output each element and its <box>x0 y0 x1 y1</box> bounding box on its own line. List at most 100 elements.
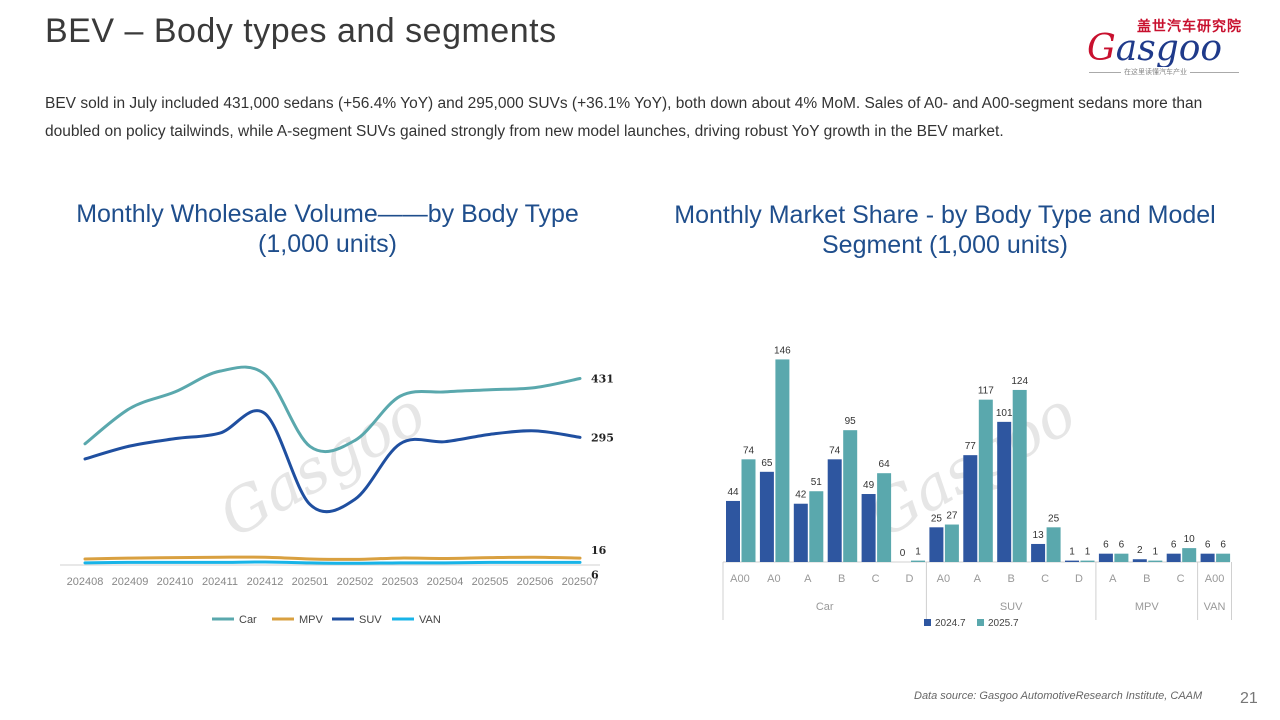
logo-chinese-text: 盖世汽车研究院 <box>1137 18 1242 34</box>
legend-swatch-2024.7 <box>924 619 931 626</box>
legend-swatch-2025.7 <box>977 619 984 626</box>
bar-car-b-2024.7 <box>827 459 842 562</box>
gasgoo-logo: 盖世汽车研究院 Gasgoo 在这里读懂汽车产业 <box>1085 16 1245 78</box>
category-label: C <box>1177 573 1185 585</box>
bar-value-label: 146 <box>774 345 791 356</box>
bar-mpv-c-2024.7 <box>1166 553 1181 562</box>
bar-mpv-c-2025.7 <box>1182 548 1197 562</box>
bar-suv-a-2024.7 <box>963 455 978 562</box>
x-tick-label: 202506 <box>517 576 554 588</box>
legend-label-2024.7: 2024.7 <box>935 618 966 629</box>
x-tick-label: 202411 <box>202 576 238 588</box>
group-label-mpv: MPV <box>1135 601 1160 613</box>
x-tick-label: 202410 <box>157 576 194 588</box>
logo-tagline: 在这里读懂汽车产业 <box>1121 67 1190 77</box>
group-label-suv: SUV <box>1000 601 1023 613</box>
bar-value-label: 64 <box>879 459 891 470</box>
bar-mpv-b-2024.7 <box>1132 559 1147 562</box>
bar-suv-b-2024.7 <box>997 421 1012 562</box>
bar-van-a00-2025.7 <box>1216 553 1231 562</box>
bar-car-c-2024.7 <box>861 494 876 562</box>
bar-value-label: 77 <box>965 441 977 452</box>
bar-car-a0-2025.7 <box>775 359 790 562</box>
end-label-suv: 295 <box>591 431 614 444</box>
bar-value-label: 51 <box>811 477 823 488</box>
category-label: B <box>1143 573 1150 585</box>
bar-suv-c-2025.7 <box>1046 527 1061 562</box>
series-line-van <box>83 560 582 565</box>
category-label: A00 <box>730 573 750 585</box>
bar-car-a-2024.7 <box>793 503 808 562</box>
page-number: 21 <box>1240 690 1258 707</box>
bar-car-a00-2025.7 <box>741 459 756 562</box>
bar-car-a0-2024.7 <box>759 471 774 562</box>
legend-label-suv: SUV <box>359 614 382 626</box>
bar-car-a-2025.7 <box>809 491 824 562</box>
x-tick-label: 202502 <box>337 576 374 588</box>
x-tick-label: 202504 <box>427 576 464 588</box>
legend-label-mpv: MPV <box>299 614 324 626</box>
category-label: B <box>1007 573 1014 585</box>
bar-car-b-2025.7 <box>843 430 858 562</box>
bar-suv-c-2024.7 <box>1031 543 1046 562</box>
bar-value-label: 25 <box>1048 513 1060 524</box>
bar-mpv-a-2025.7 <box>1114 553 1129 562</box>
bar-value-label: 0 <box>900 548 906 559</box>
bar-value-label: 65 <box>761 458 773 469</box>
x-tick-label: 202408 <box>67 576 104 588</box>
x-tick-label: 202501 <box>292 576 329 588</box>
category-label: B <box>838 573 845 585</box>
series-line-mpv <box>83 555 582 561</box>
bar-value-label: 6 <box>1205 540 1211 551</box>
bar-value-label: 13 <box>1033 530 1045 541</box>
category-label: A0 <box>937 573 950 585</box>
legend-label-van: VAN <box>419 614 441 626</box>
legend-label-2025.7: 2025.7 <box>988 618 1019 629</box>
bar-value-label: 101 <box>996 408 1013 419</box>
bar-value-label: 74 <box>743 445 755 456</box>
category-label: D <box>1075 573 1083 585</box>
bar-mpv-b-2025.7 <box>1148 560 1163 562</box>
bar-suv-a-2025.7 <box>978 399 993 562</box>
group-label-van: VAN <box>1204 601 1226 613</box>
x-tick-label: 202505 <box>472 576 509 588</box>
bar-value-label: 49 <box>863 480 875 491</box>
x-tick-label: 202412 <box>247 576 284 588</box>
end-label-mpv: 16 <box>591 544 607 557</box>
category-label: A <box>804 573 812 585</box>
x-tick-label: 202507 <box>562 576 599 588</box>
bar-value-label: 2 <box>1137 545 1143 556</box>
end-label-car: 431 <box>591 373 614 386</box>
line-chart: 202408 202409 202410 202411 202412 202501 2025… <box>60 365 614 626</box>
category-label: C <box>872 573 880 585</box>
bar-value-label: 25 <box>931 513 943 524</box>
bar-value-label: 27 <box>946 511 958 522</box>
bar-value-label: 6 <box>1103 540 1109 551</box>
bar-value-label: 1 <box>1153 547 1159 558</box>
bar-value-label: 74 <box>829 445 841 456</box>
bar-value-label: 117 <box>978 386 994 397</box>
bar-suv-a0-2024.7 <box>929 527 944 562</box>
bar-value-label: 95 <box>845 416 857 427</box>
bar-value-label: 124 <box>1011 376 1028 387</box>
bar-van-a00-2024.7 <box>1200 553 1215 562</box>
legend-label-car: Car <box>239 614 257 626</box>
line-chart-title: Monthly Wholesale Volume——by Body Type (… <box>76 200 579 258</box>
group-label-car: Car <box>816 601 834 613</box>
x-tick-label: 202409 <box>112 576 149 588</box>
bar-value-label: 10 <box>1184 534 1196 545</box>
bar-value-label: 6 <box>1220 540 1226 551</box>
logo-wordmark: Gasgoo <box>1087 28 1223 69</box>
bar-car-d-2025.7 <box>911 560 925 562</box>
bar-suv-d-2024.7 <box>1065 560 1079 562</box>
series-line-car <box>83 365 582 454</box>
bar-suv-b-2025.7 <box>1012 389 1027 562</box>
category-label: A <box>1109 573 1117 585</box>
series-line-suv <box>83 409 582 514</box>
end-label-van: 6 <box>591 568 599 581</box>
category-label: A <box>974 573 982 585</box>
bar-value-label: 6 <box>1171 540 1177 551</box>
bar-value-label: 1 <box>1069 547 1075 558</box>
category-label: D <box>905 573 913 585</box>
